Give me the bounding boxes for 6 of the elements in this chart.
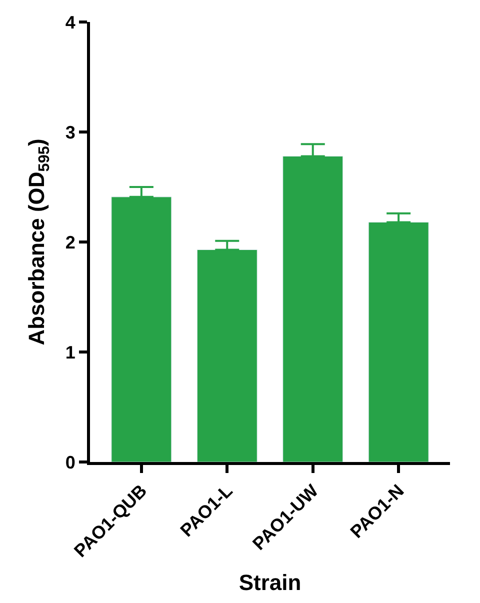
y-tick-label: 2 [65, 232, 76, 252]
y-tick-label: 4 [65, 12, 76, 32]
y-tick-label: 0 [65, 452, 76, 472]
x-axis-title: Strain [238, 570, 302, 595]
y-tick-label: 1 [65, 342, 76, 362]
y-tick-label: 3 [65, 122, 76, 142]
